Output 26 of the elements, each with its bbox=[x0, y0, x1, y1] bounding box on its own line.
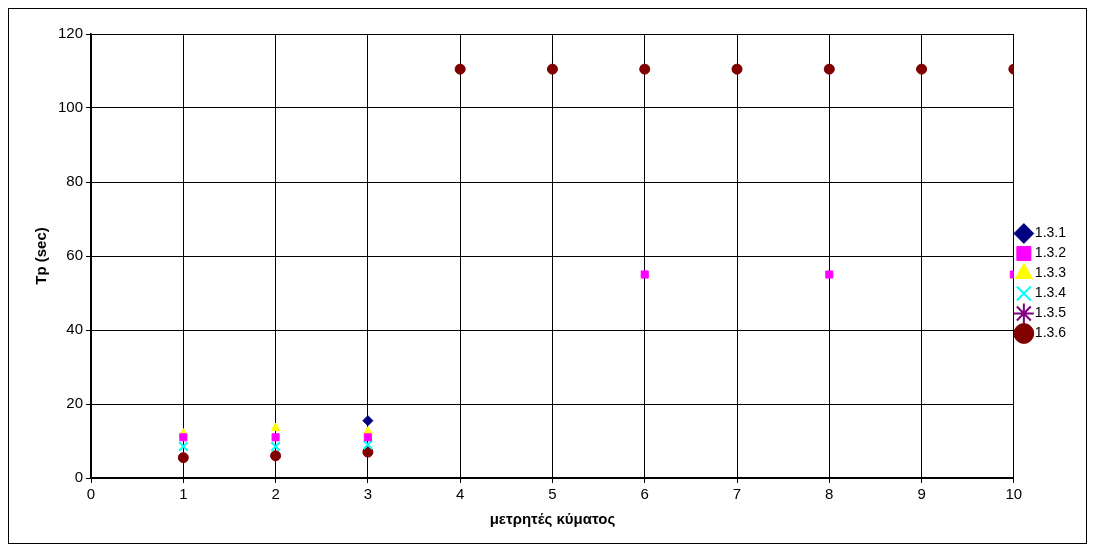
x-tick-label: 0 bbox=[86, 485, 96, 503]
legend-label: 1.3.6 bbox=[1034, 324, 1067, 341]
x-tick-label: 2 bbox=[271, 485, 280, 503]
x-tick-label: 3 bbox=[363, 485, 373, 503]
x-tick-label: 6 bbox=[640, 485, 649, 503]
x-tick-label: 10 bbox=[1005, 485, 1023, 503]
y-tick-label: 40 bbox=[66, 320, 84, 338]
y-tick-label: 100 bbox=[58, 98, 84, 116]
x-tick-label: 9 bbox=[917, 485, 926, 503]
y-tick-label: 20 bbox=[66, 394, 84, 412]
x-tick-label: 4 bbox=[455, 485, 465, 503]
legend-label: 1.3.1 bbox=[1034, 224, 1067, 241]
x-axis-title: μετρητές κύματος bbox=[489, 510, 616, 528]
legend-label: 1.3.4 bbox=[1034, 284, 1067, 301]
x-tick-label: 1 bbox=[179, 485, 188, 503]
legend-label: 1.3.3 bbox=[1034, 264, 1067, 281]
x-tick-label: 5 bbox=[548, 485, 557, 503]
x-tick-label: 7 bbox=[732, 485, 742, 503]
y-axis-title: Tp (sec) bbox=[32, 227, 50, 285]
legend-label: 1.3.2 bbox=[1034, 244, 1067, 261]
y-tick-label: 80 bbox=[66, 172, 84, 190]
x-tick-label: 8 bbox=[825, 485, 834, 503]
y-tick-label: 60 bbox=[66, 246, 84, 264]
y-tick-label: 0 bbox=[74, 468, 84, 486]
legend-label: 1.3.5 bbox=[1034, 304, 1067, 321]
y-tick-label: 120 bbox=[58, 24, 84, 42]
